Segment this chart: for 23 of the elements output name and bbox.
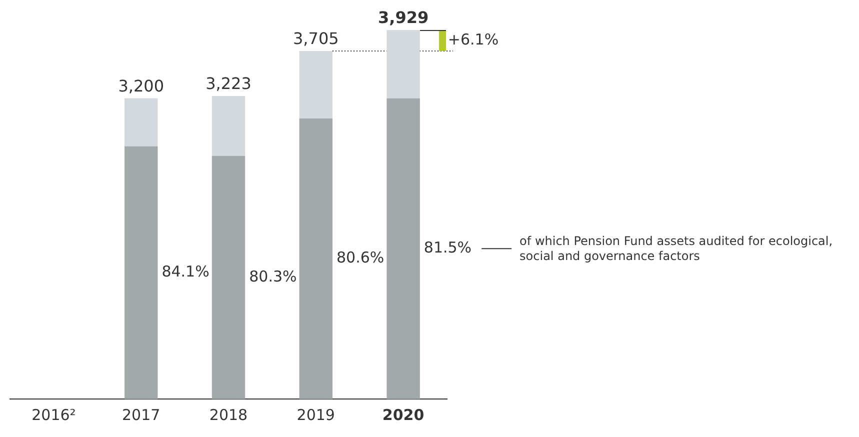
bar <box>299 118 333 399</box>
x-tick-label: 2020 <box>382 406 424 424</box>
annotation: 84.1% <box>162 262 210 281</box>
text: 3,929 <box>378 8 429 28</box>
bar <box>386 98 420 399</box>
bar <box>124 98 158 146</box>
annotation: 80.6% <box>336 248 384 267</box>
annotation: 3,223 <box>206 74 252 94</box>
text: +6.1% <box>448 30 499 48</box>
annotation: 3,200 <box>118 76 164 96</box>
x-tick-label: 2017 <box>122 406 160 424</box>
annotation: 80.3% <box>249 267 297 286</box>
bar <box>212 96 246 156</box>
bar <box>386 30 420 98</box>
annotation: 3,705 <box>292 29 339 48</box>
bar <box>212 156 246 399</box>
bar <box>299 51 333 119</box>
annotation: 81.5% <box>424 238 472 257</box>
x-tick-label: 2018 <box>209 406 248 424</box>
bar <box>124 146 158 399</box>
x-tick-label: 2016² <box>32 406 76 424</box>
text: of which Pension Fund assets audited for ecological, social and governance factors <box>520 234 833 264</box>
x-tick-label: 2019 <box>296 406 335 424</box>
